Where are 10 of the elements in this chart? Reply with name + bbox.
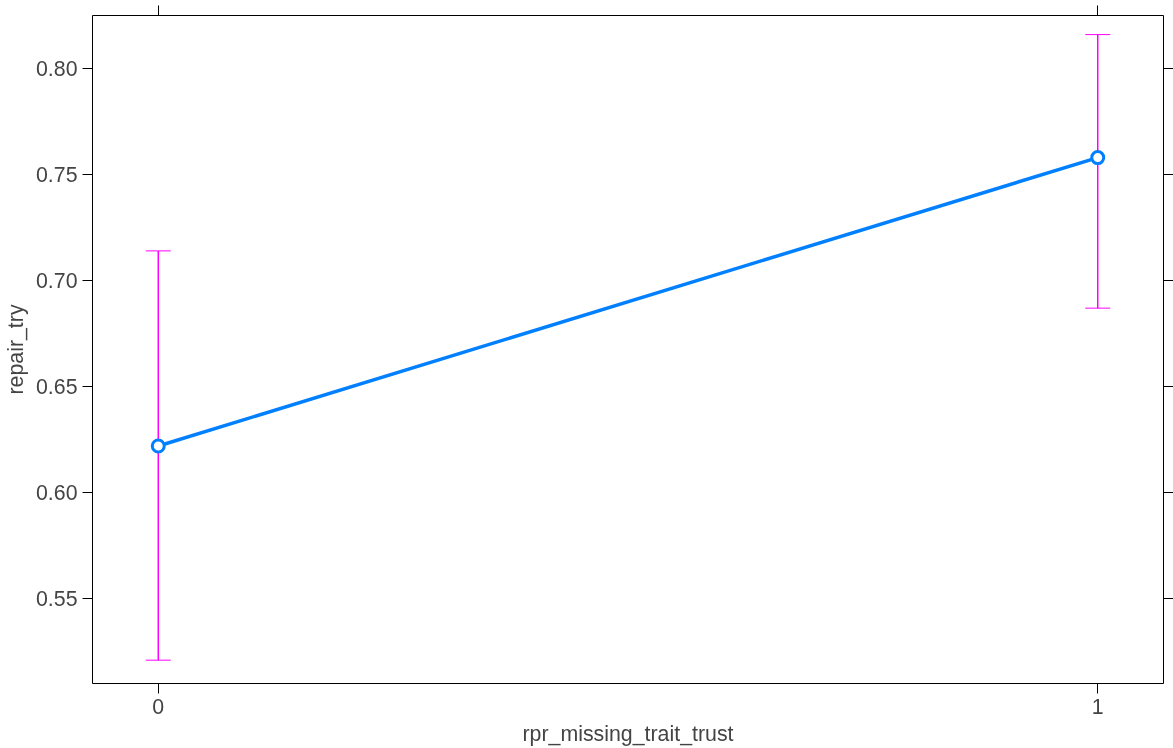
- y-tick-label: 0.70: [35, 269, 78, 294]
- y-tick-label: 0.80: [35, 57, 78, 82]
- x-axis-title: rpr_missing_trait_trust: [522, 721, 734, 746]
- y-tick-label: 0.65: [35, 375, 78, 400]
- y-tick-label: 0.60: [35, 481, 78, 506]
- y-axis-title: repair_try: [3, 304, 28, 395]
- y-tick-label: 0.55: [35, 587, 78, 612]
- x-tick-label: 1: [1091, 694, 1104, 719]
- y-tick-label: 0.75: [35, 163, 78, 188]
- x-tick-label: 0: [152, 694, 165, 719]
